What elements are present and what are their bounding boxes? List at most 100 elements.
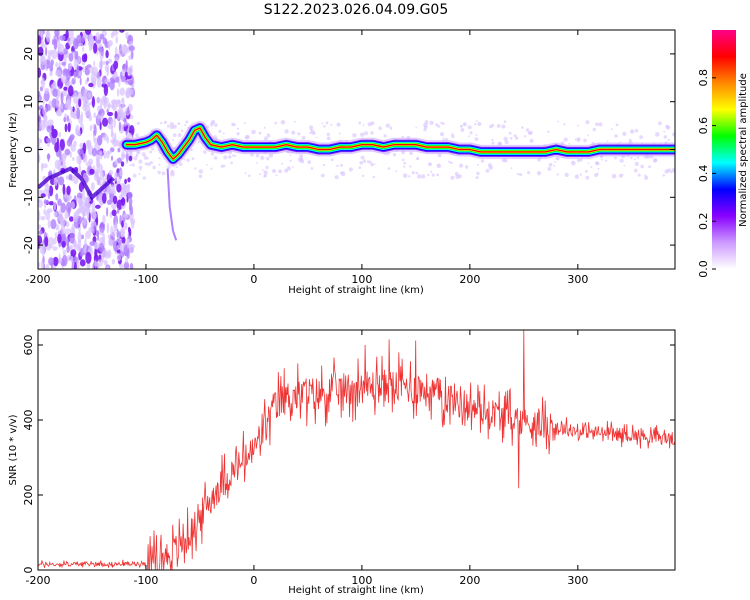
noise-speckle xyxy=(584,169,588,173)
noise-speckle xyxy=(459,163,464,168)
noise-speckle xyxy=(307,160,312,165)
noise-speckle xyxy=(623,164,626,167)
noise-speckle xyxy=(326,136,331,141)
noise-blob xyxy=(81,95,85,101)
noise-blob xyxy=(76,259,80,269)
noise-blob xyxy=(67,37,71,42)
x-tick-label: 200 xyxy=(459,574,480,587)
noise-blob xyxy=(61,240,66,248)
spectrogram-noise xyxy=(38,30,675,269)
noise-blob xyxy=(57,39,61,52)
noise-blob xyxy=(45,46,48,57)
noise-speckle xyxy=(519,173,523,177)
noise-speckle xyxy=(408,175,411,178)
noise-blob xyxy=(124,71,128,78)
spectrogram-y-label: Frequency (Hz) xyxy=(8,112,19,188)
noise-speckle xyxy=(587,134,590,137)
noise-speckle xyxy=(261,169,264,172)
noise-blob xyxy=(49,71,53,77)
noise-speckle xyxy=(614,156,617,160)
noise-speckle xyxy=(663,130,666,133)
noise-blob xyxy=(65,30,69,40)
noise-blob xyxy=(128,155,133,162)
noise-speckle xyxy=(568,142,571,145)
noise-blob xyxy=(65,201,72,214)
noise-speckle xyxy=(636,156,639,159)
noise-blob xyxy=(126,66,132,77)
noise-blob xyxy=(112,140,118,147)
noise-blob xyxy=(52,246,58,251)
noise-speckle xyxy=(385,123,390,128)
noise-speckle xyxy=(260,155,265,160)
noise-blob xyxy=(108,42,111,50)
noise-speckle xyxy=(170,169,175,174)
noise-blob xyxy=(58,146,62,159)
x-tick-label: 200 xyxy=(459,273,480,286)
noise-blob xyxy=(106,136,110,144)
noise-speckle xyxy=(135,133,139,137)
noise-blob xyxy=(105,50,109,59)
snr-y-label: SNR (10 * v/v) xyxy=(8,414,19,485)
noise-blob xyxy=(55,62,59,68)
noise-blob xyxy=(96,176,102,186)
noise-blob xyxy=(78,164,82,177)
noise-blob xyxy=(43,209,47,216)
noise-blob xyxy=(44,236,49,247)
noise-speckle xyxy=(206,163,208,166)
noise-speckle xyxy=(340,171,344,175)
spectrogram-x-label: Height of straight line (km) xyxy=(288,285,424,296)
noise-speckle xyxy=(595,122,599,126)
noise-speckle xyxy=(176,166,178,169)
noise-blob xyxy=(84,196,88,204)
y-tick-label: 400 xyxy=(22,410,35,431)
noise-blob xyxy=(68,64,72,71)
noise-speckle xyxy=(172,139,174,142)
noise-speckle xyxy=(323,125,326,128)
noise-blob xyxy=(41,55,46,66)
noise-blob xyxy=(62,249,67,256)
figure-title: S122.2023.026.04.09.G05 xyxy=(264,2,449,18)
noise-speckle xyxy=(644,175,649,180)
noise-blob xyxy=(129,262,134,269)
noise-speckle xyxy=(268,153,274,158)
noise-blob xyxy=(58,253,61,265)
noise-speckle xyxy=(362,124,365,127)
noise-speckle xyxy=(142,176,146,180)
noise-speckle xyxy=(177,122,181,125)
noise-blob xyxy=(98,242,105,252)
noise-speckle xyxy=(662,174,666,177)
noise-speckle xyxy=(637,173,641,177)
noise-speckle xyxy=(579,158,583,162)
noise-speckle xyxy=(169,122,174,127)
x-tick-label: -100 xyxy=(133,273,158,286)
noise-blob xyxy=(122,64,127,70)
noise-speckle xyxy=(293,120,296,123)
noise-blob xyxy=(88,33,94,46)
noise-blob xyxy=(38,46,44,57)
noise-blob xyxy=(126,238,130,249)
noise-blob xyxy=(48,201,54,206)
noise-blob xyxy=(72,92,78,104)
noise-blob xyxy=(79,77,82,86)
noise-speckle xyxy=(292,166,294,168)
noise-speckle xyxy=(163,120,168,125)
noise-speckle xyxy=(504,140,509,145)
noise-speckle xyxy=(129,164,132,167)
noise-blob xyxy=(55,109,63,117)
noise-blob xyxy=(127,226,131,233)
noise-blob xyxy=(66,185,71,196)
noise-blob xyxy=(45,210,51,221)
noise-speckle xyxy=(601,158,603,161)
noise-speckle xyxy=(442,122,445,125)
noise-blob xyxy=(86,77,90,82)
noise-blob xyxy=(115,76,120,83)
noise-blob xyxy=(128,197,133,207)
noise-speckle xyxy=(515,136,519,140)
noise-blob xyxy=(89,66,94,74)
noise-speckle xyxy=(309,132,312,135)
noise-speckle xyxy=(415,171,419,175)
noise-speckle xyxy=(574,138,578,141)
noise-speckle xyxy=(667,138,670,141)
noise-speckle xyxy=(475,133,478,136)
